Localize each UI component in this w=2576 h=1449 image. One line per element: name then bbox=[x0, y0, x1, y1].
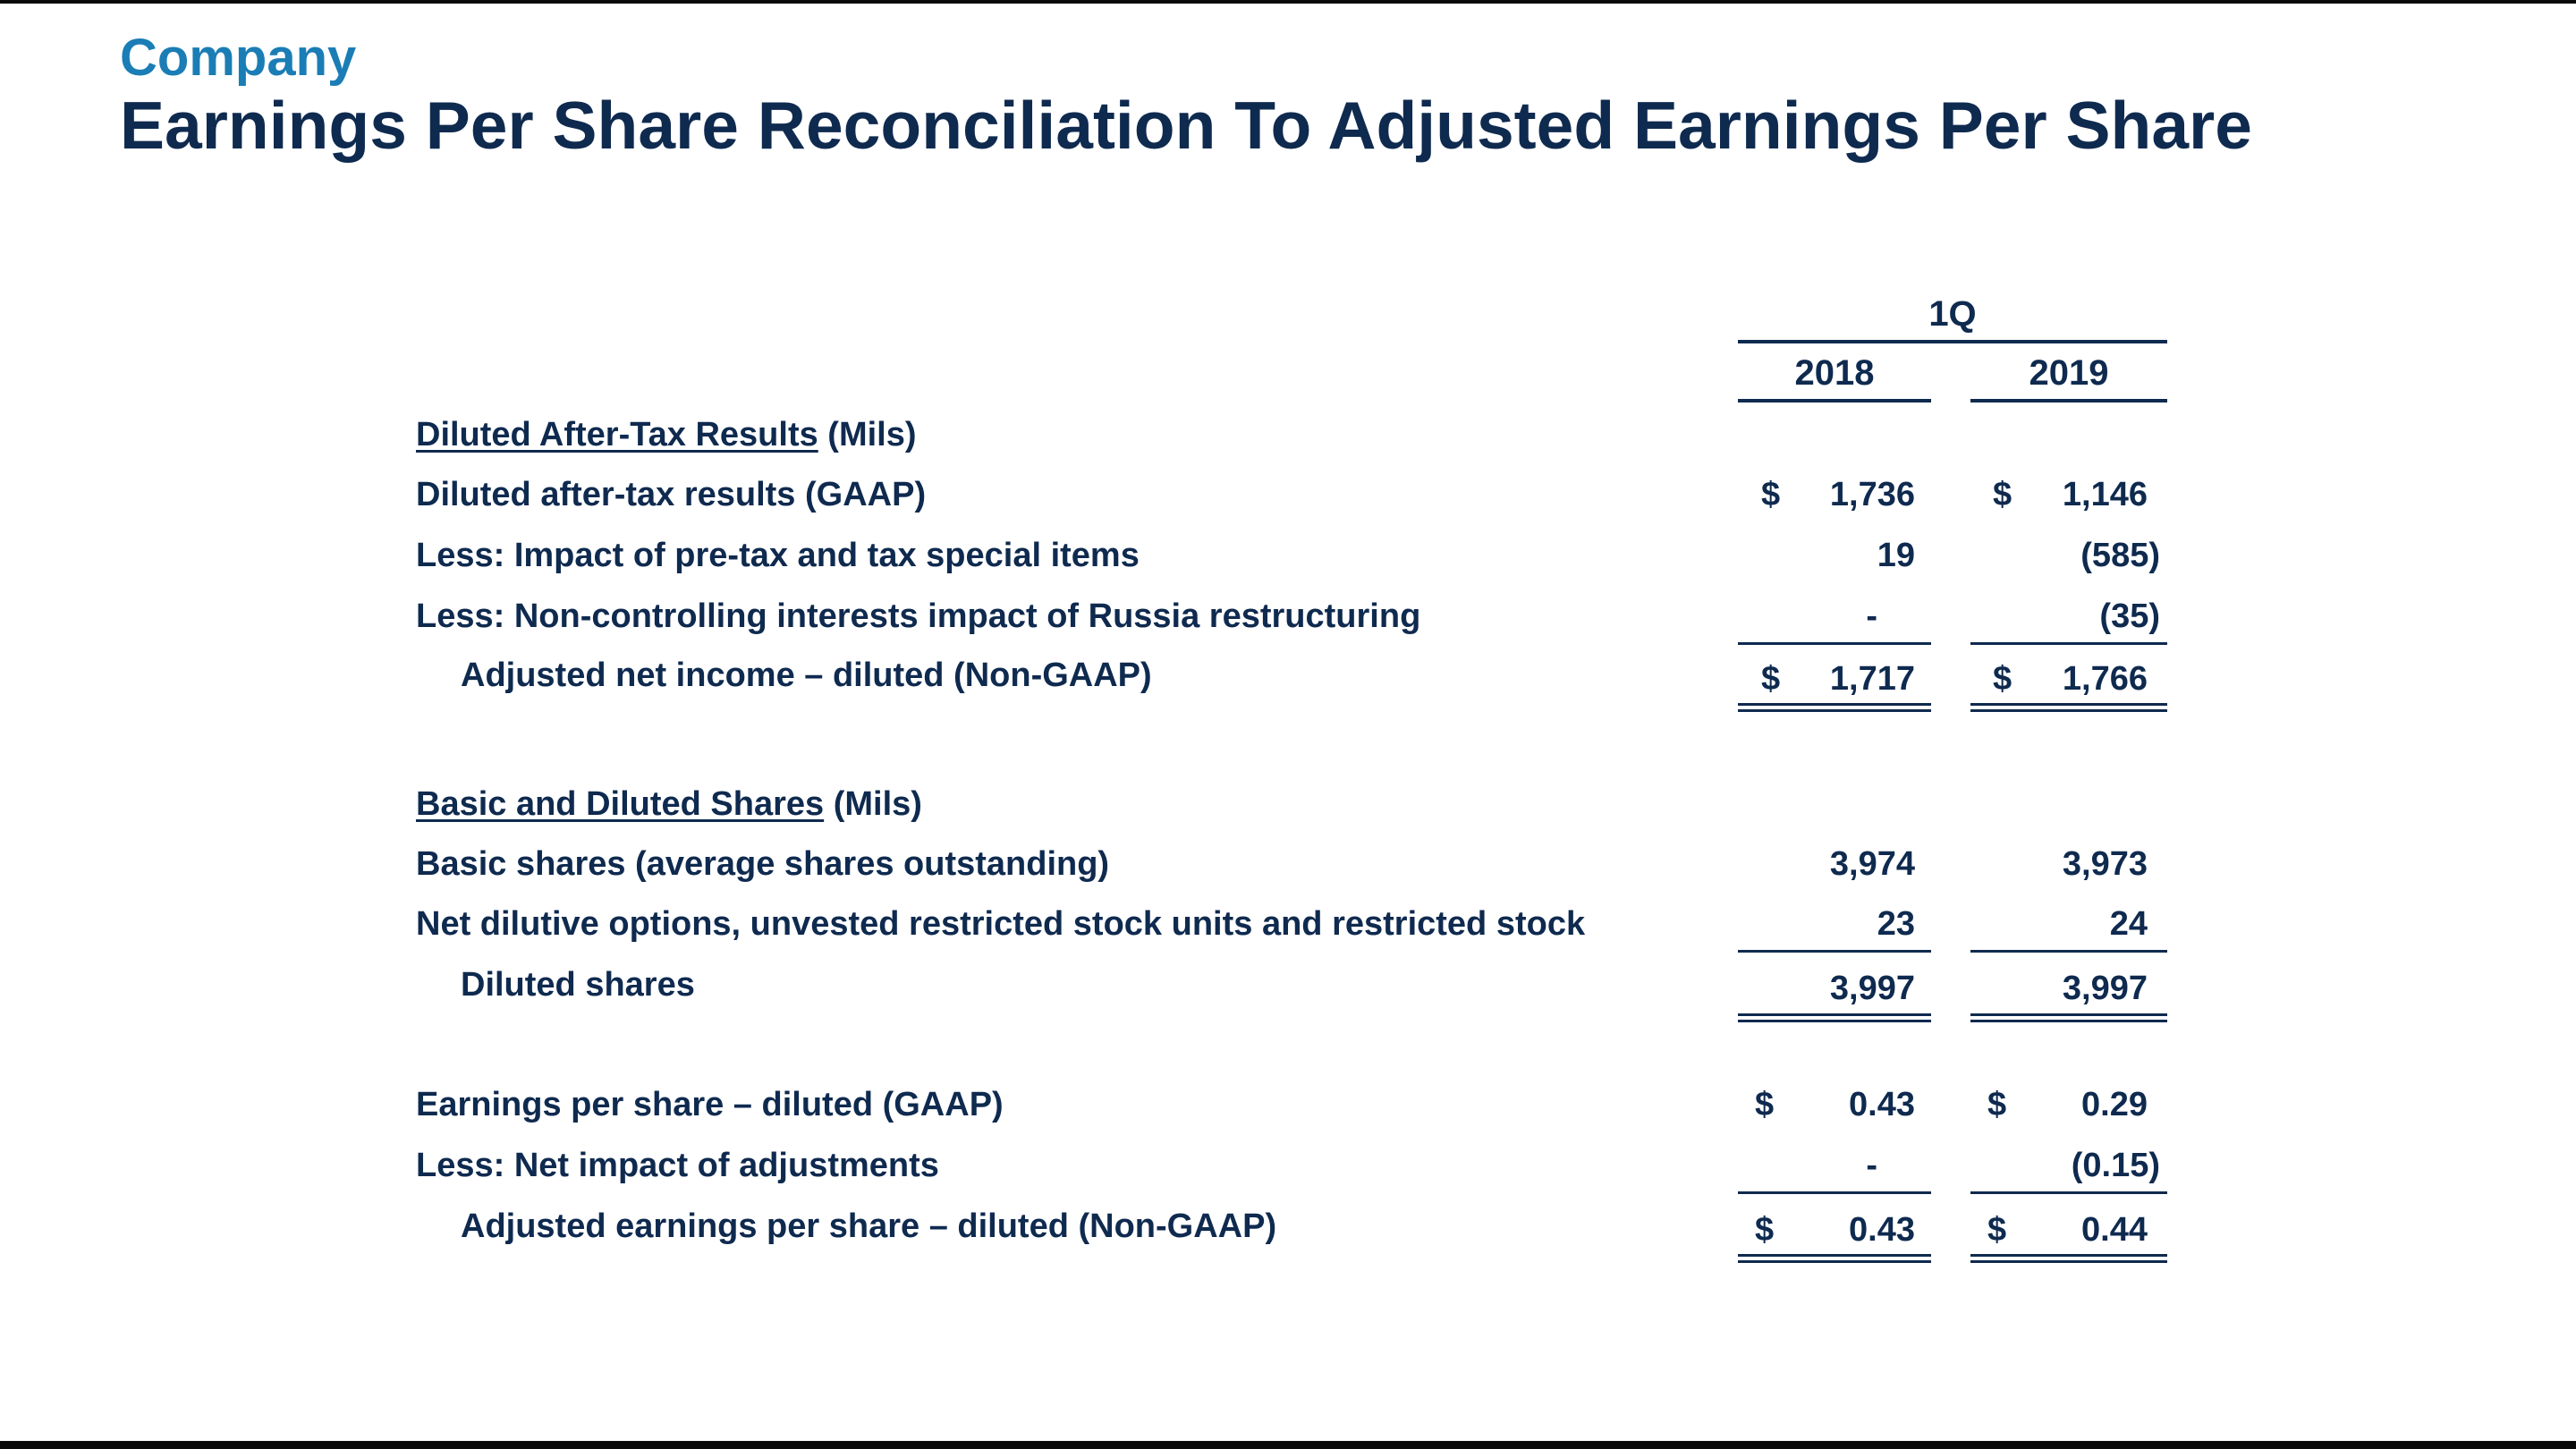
row-value-2019: (35) bbox=[2099, 597, 2160, 635]
bottom-border bbox=[0, 1441, 2576, 1449]
subtotal-rule-2018 bbox=[1738, 642, 1931, 645]
row-value-2018: - bbox=[1866, 1147, 1877, 1184]
row-value-2018: 3,974 bbox=[1829, 845, 1915, 883]
section-heading-shares-unit: (Mils) bbox=[824, 785, 922, 823]
total-double-rule-2018 bbox=[1738, 709, 1931, 712]
currency-symbol-2019: $ bbox=[1993, 476, 2012, 513]
row-label-adjusted-eps: Adjusted earnings per share – diluted (N… bbox=[461, 1208, 1277, 1245]
subtotal-rule-2019 bbox=[1970, 950, 2167, 953]
row-value-2018: - bbox=[1866, 597, 1877, 635]
row-label-net-dilutive: Net dilutive options, unvested restricte… bbox=[416, 905, 1586, 943]
row-label-basic-shares: Basic shares (average shares outstanding… bbox=[416, 845, 1110, 883]
row-value-2018: 1,736 bbox=[1829, 476, 1915, 513]
row-value-2019: 0.29 bbox=[2081, 1086, 2148, 1123]
column-header-2019: 2019 bbox=[2029, 353, 2109, 393]
section-heading-after-tax-unit: (Mils) bbox=[818, 416, 917, 453]
period-header-rule bbox=[1738, 340, 2167, 343]
period-header: 1Q bbox=[1928, 294, 1977, 334]
currency-symbol-2018: $ bbox=[1755, 1086, 1775, 1123]
column-header-2018: 2018 bbox=[1794, 353, 1875, 393]
row-value-2018: 1,717 bbox=[1829, 660, 1915, 698]
column-header-2019-rule bbox=[1970, 399, 2167, 402]
currency-symbol-2018: $ bbox=[1761, 476, 1781, 513]
row-value-2019: 3,973 bbox=[2062, 845, 2148, 883]
currency-symbol-2018: $ bbox=[1755, 1211, 1775, 1249]
row-label-diluted-after-tax-gaap: Diluted after-tax results (GAAP) bbox=[416, 476, 927, 513]
total-double-rule-2018 bbox=[1738, 1260, 1931, 1263]
total-double-rule-2019 bbox=[1970, 1020, 2167, 1022]
column-header-2018-rule bbox=[1738, 399, 1931, 402]
row-value-2018: 0.43 bbox=[1849, 1086, 1915, 1123]
row-value-2018: 19 bbox=[1877, 537, 1915, 574]
row-value-2018: 3,997 bbox=[1829, 970, 1915, 1007]
section-heading-shares-title: Basic and Diluted Shares bbox=[416, 785, 825, 823]
total-double-rule-2018 bbox=[1738, 1020, 1931, 1022]
row-label-eps-gaap: Earnings per share – diluted (GAAP) bbox=[416, 1086, 1004, 1123]
row-label-net-impact-adjustments: Less: Net impact of adjustments bbox=[416, 1147, 939, 1184]
subtotal-rule-2018 bbox=[1738, 950, 1931, 953]
subtotal-rule-2018 bbox=[1738, 1191, 1931, 1194]
row-value-2019: (0.15) bbox=[2071, 1147, 2160, 1184]
total-double-rule-2019 bbox=[1970, 709, 2167, 712]
currency-symbol-2019: $ bbox=[1987, 1211, 2007, 1249]
row-label-adjusted-net-income: Adjusted net income – diluted (Non-GAAP) bbox=[461, 657, 1152, 694]
total-double-rule-2019 bbox=[1970, 1013, 2167, 1016]
row-value-2019: 24 bbox=[2109, 905, 2148, 943]
row-value-2019: 1,146 bbox=[2062, 476, 2148, 513]
row-value-2019: (585) bbox=[2080, 537, 2160, 574]
currency-symbol-2019: $ bbox=[1987, 1086, 2007, 1123]
total-double-rule-2019 bbox=[1970, 1254, 2167, 1257]
currency-symbol-2019: $ bbox=[1993, 660, 2012, 698]
total-double-rule-2018 bbox=[1738, 703, 1931, 706]
section-heading-after-tax: Diluted After-Tax Results (Mils) bbox=[416, 415, 917, 454]
total-double-rule-2019 bbox=[1970, 703, 2167, 706]
subtotal-rule-2019 bbox=[1970, 642, 2167, 645]
row-value-2019: 3,997 bbox=[2062, 970, 2148, 1007]
top-border bbox=[0, 0, 2576, 4]
total-double-rule-2018 bbox=[1738, 1013, 1931, 1016]
subtotal-rule-2019 bbox=[1970, 1191, 2167, 1194]
row-value-2019: 1,766 bbox=[2062, 660, 2148, 698]
row-value-2018: 0.43 bbox=[1849, 1211, 1915, 1249]
company-label: Company bbox=[120, 29, 357, 87]
row-label-special-items: Less: Impact of pre-tax and tax special … bbox=[416, 537, 1140, 574]
total-double-rule-2018 bbox=[1738, 1254, 1931, 1257]
row-label-russia-restructuring: Less: Non-controlling interests impact o… bbox=[416, 597, 1421, 635]
total-double-rule-2019 bbox=[1970, 1260, 2167, 1263]
row-value-2018: 23 bbox=[1877, 905, 1915, 943]
row-value-2019: 0.44 bbox=[2081, 1211, 2148, 1249]
section-heading-after-tax-title: Diluted After-Tax Results bbox=[416, 416, 818, 453]
section-heading-shares: Basic and Diluted Shares (Mils) bbox=[416, 784, 922, 824]
page-title: Earnings Per Share Reconciliation To Adj… bbox=[120, 88, 2252, 163]
currency-symbol-2018: $ bbox=[1761, 660, 1781, 698]
row-label-diluted-shares: Diluted shares bbox=[461, 966, 695, 1004]
